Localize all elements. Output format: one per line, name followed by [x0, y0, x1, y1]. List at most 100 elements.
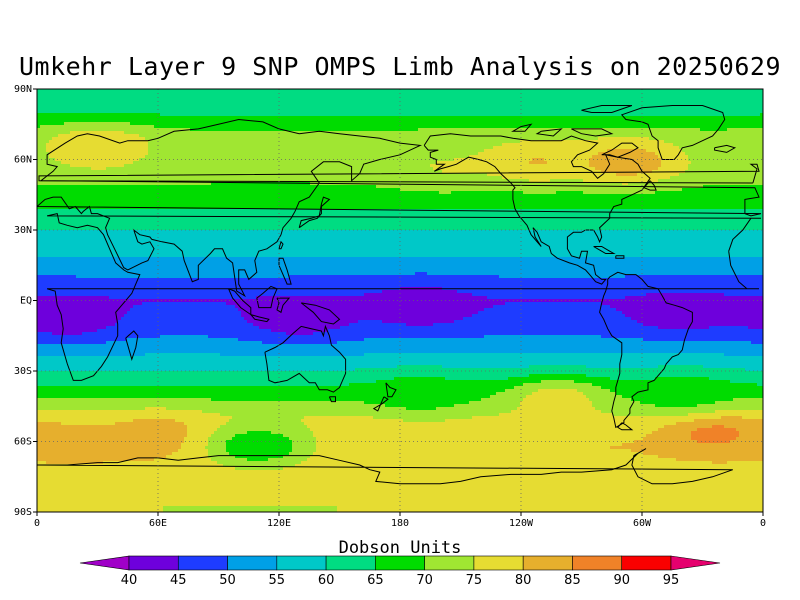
- field-cell: [700, 128, 727, 131]
- field-cell: [313, 431, 652, 434]
- field-cell: [349, 383, 523, 386]
- field-cell: [160, 335, 208, 338]
- field-cell: [37, 419, 133, 422]
- field-cell: [91, 167, 106, 170]
- field-cell: [658, 455, 763, 458]
- field-cell: [148, 143, 502, 146]
- field-cell: [313, 434, 646, 437]
- coastline: [617, 422, 634, 431]
- field-cell: [253, 323, 349, 326]
- field-cell: [37, 332, 52, 335]
- field-cell: [37, 401, 364, 404]
- field-cell: [37, 206, 763, 209]
- field-cell: [586, 374, 763, 377]
- field-cell: [37, 446, 181, 449]
- field-cell: [292, 443, 316, 446]
- coastline: [593, 246, 616, 254]
- field-cell: [211, 182, 310, 185]
- field-cell: [118, 320, 247, 323]
- field-cell: [148, 152, 478, 155]
- field-cell: [37, 239, 763, 242]
- field-cell: [37, 179, 529, 182]
- field-cell: [211, 398, 481, 401]
- field-cell: [637, 320, 763, 323]
- coastline: [620, 105, 726, 160]
- field-cell: [487, 296, 625, 299]
- field-cell: [373, 416, 472, 419]
- field-cell: [472, 314, 625, 317]
- field-cell: [601, 386, 763, 389]
- field-cell: [37, 434, 187, 437]
- field-cell: [37, 449, 178, 452]
- field-cell: [622, 395, 763, 398]
- field-cell: [739, 431, 763, 434]
- field-cell: [295, 464, 763, 467]
- field-cell: [520, 401, 592, 404]
- field-cell: [484, 308, 616, 311]
- field-cell: [625, 296, 763, 299]
- field-cell: [682, 188, 763, 191]
- field-cell: [589, 164, 661, 167]
- field-cell: [454, 404, 520, 407]
- lon-tick-label: 60E: [149, 518, 167, 529]
- field-cell: [229, 419, 301, 422]
- field-cell: [601, 335, 763, 338]
- field-cell: [610, 305, 763, 308]
- field-cell: [37, 353, 145, 356]
- field-cell: [220, 413, 499, 416]
- field-cell: [106, 326, 259, 329]
- field-cell: [226, 440, 292, 443]
- field-cell: [166, 407, 406, 410]
- field-cell: [235, 305, 493, 308]
- field-cell: [124, 314, 241, 317]
- colorbar-swatch: [325, 555, 376, 571]
- field-cell: [37, 161, 61, 164]
- field-cell: [37, 485, 763, 488]
- field-cell: [505, 302, 601, 305]
- field-cell: [283, 434, 313, 437]
- field-cell: [703, 185, 763, 188]
- field-cell: [400, 188, 682, 191]
- field-cell: [337, 506, 763, 509]
- field-cell: [736, 437, 763, 440]
- field-cell: [403, 419, 445, 422]
- field-cell: [37, 218, 763, 221]
- field-cell: [37, 137, 52, 140]
- coastline: [599, 271, 693, 429]
- field-cell: [226, 449, 292, 452]
- field-cell: [601, 302, 763, 305]
- field-cell: [37, 182, 211, 185]
- field-cell: [37, 302, 142, 305]
- field-cell: [445, 419, 694, 422]
- field-cell: [37, 107, 763, 110]
- colorbar-swatch: [227, 555, 278, 571]
- field-cell: [724, 353, 763, 356]
- field-cell: [37, 230, 763, 233]
- coastline: [125, 330, 139, 361]
- field-cell: [433, 323, 643, 326]
- field-cell: [37, 494, 763, 497]
- colorbar-label: 70: [416, 573, 433, 588]
- field-cell: [256, 296, 487, 299]
- field-cell: [37, 347, 763, 350]
- field-cell: [61, 161, 133, 164]
- colorbar-swatch: [128, 555, 179, 571]
- field-cell: [37, 422, 61, 425]
- coastline: [571, 128, 614, 137]
- field-cell: [37, 470, 763, 473]
- field-cell: [37, 350, 763, 353]
- field-cell: [115, 422, 184, 425]
- coastline: [300, 302, 341, 325]
- field-cell: [70, 164, 124, 167]
- field-cell: [271, 329, 328, 332]
- field-cell: [289, 452, 313, 455]
- field-cell: [463, 317, 631, 320]
- field-cell: [37, 146, 46, 149]
- coastline: [0, 449, 7, 484]
- colorbar-label: 85: [564, 573, 581, 588]
- map-frame: [36, 88, 764, 513]
- field-cell: [184, 437, 208, 440]
- field-cell: [37, 404, 385, 407]
- field-cell: [586, 395, 622, 398]
- field-cell: [283, 455, 310, 458]
